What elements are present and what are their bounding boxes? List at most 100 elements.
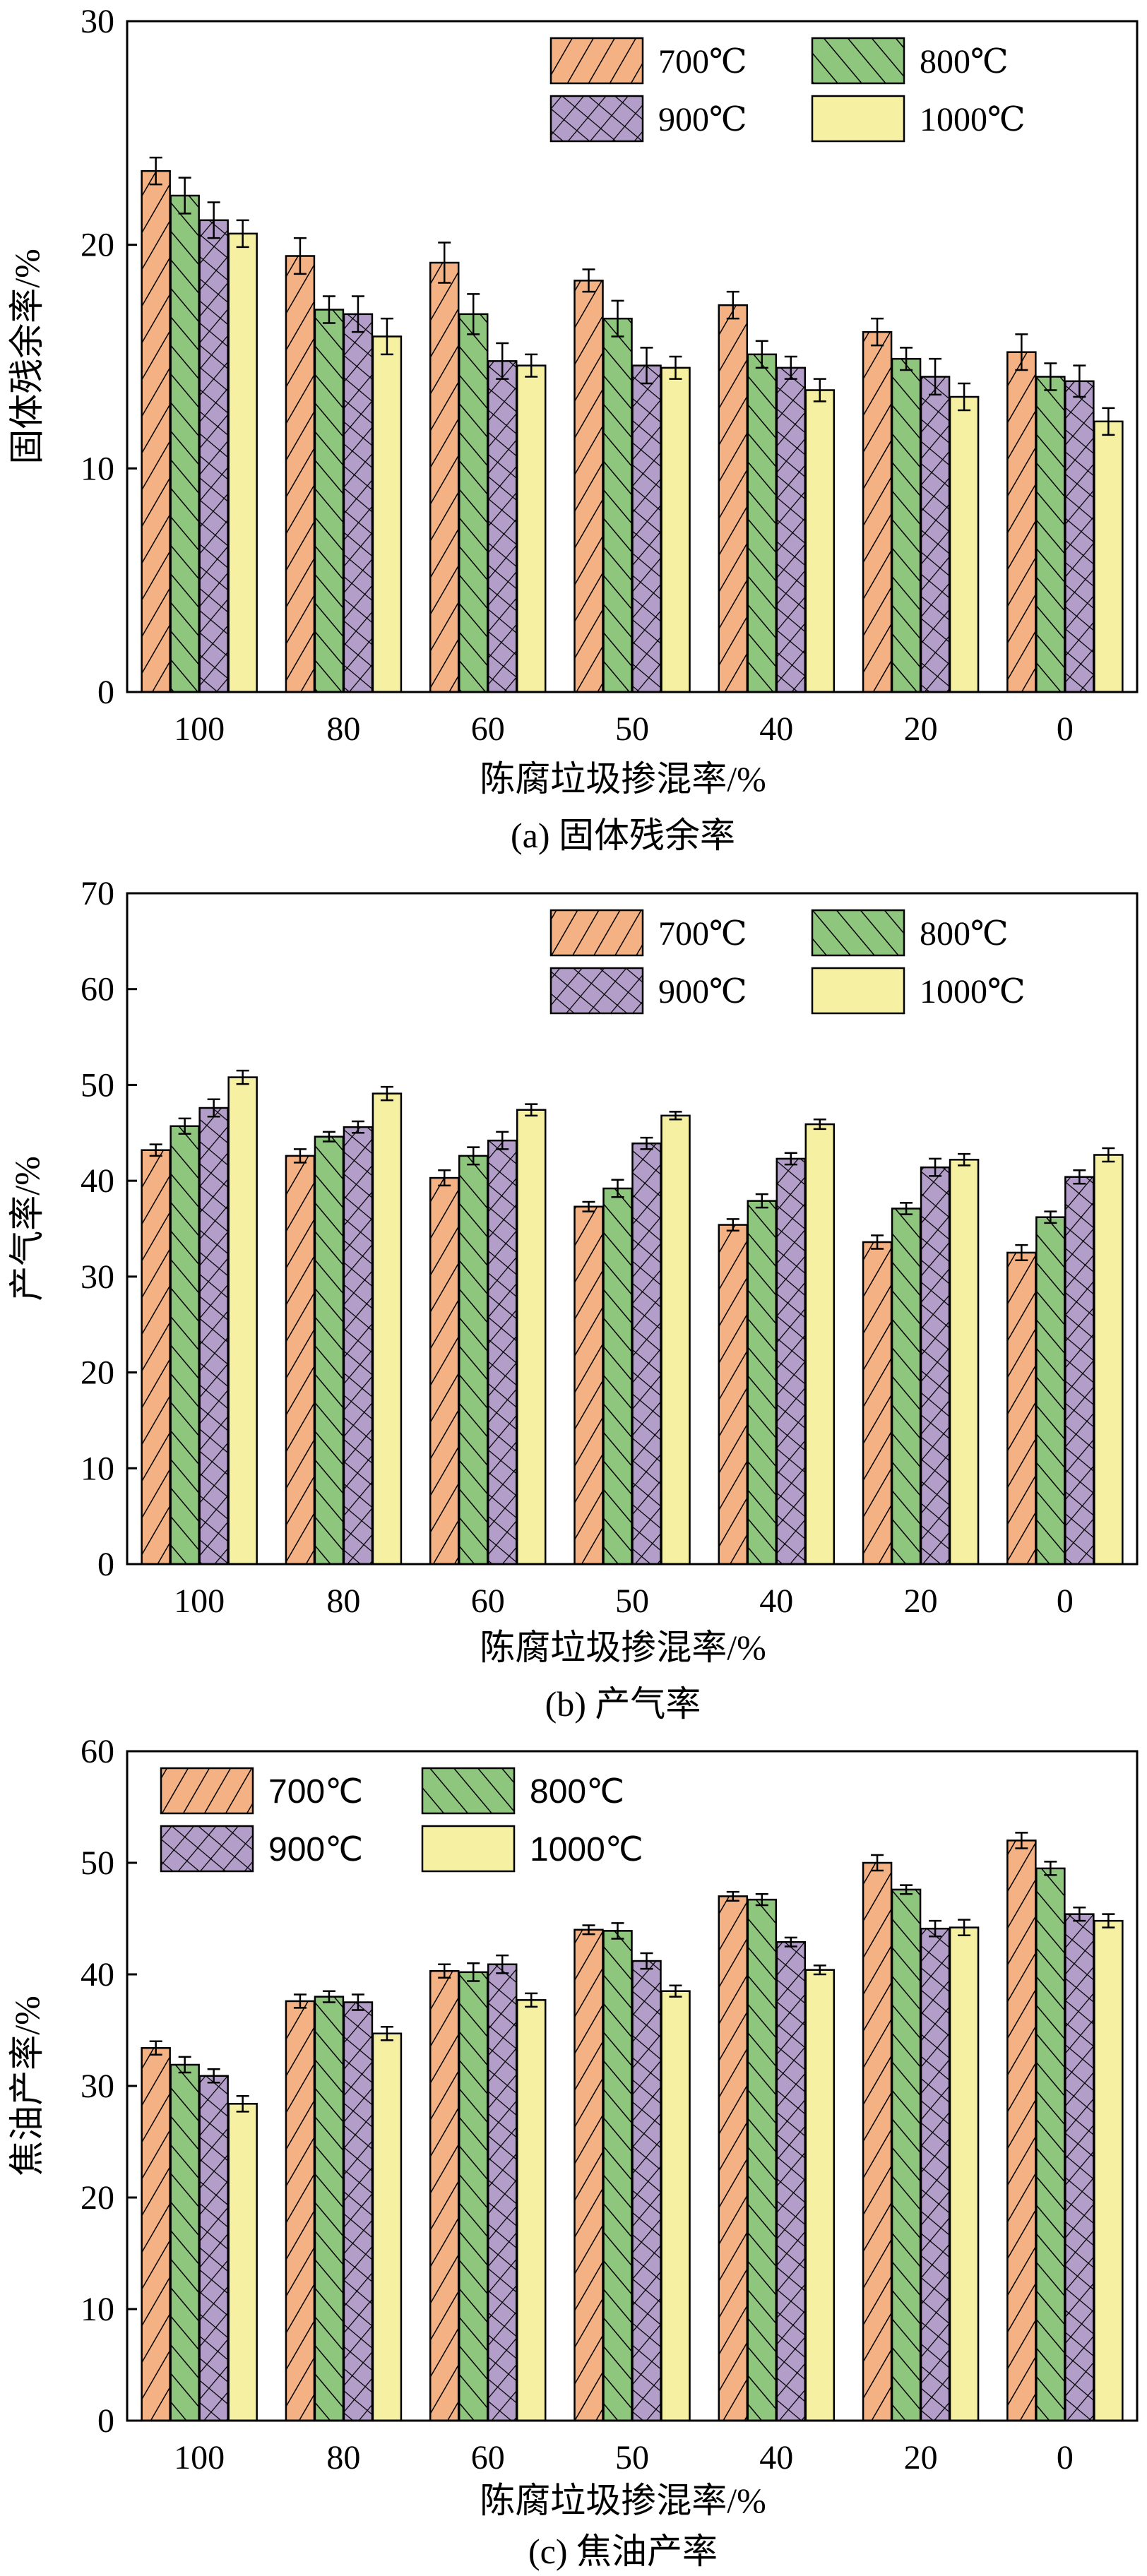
panel-c-error-bar-800c-60 [467, 1962, 480, 1982]
panel-b-y-tick-label: 70 [81, 875, 114, 912]
panel-a-error-bar-1000c-60 [525, 353, 538, 378]
panel-b-bar-1000c-0 [1093, 1154, 1124, 1566]
panel-b-error-bar-800c-20 [900, 1202, 913, 1215]
panel-b-legend-swatch-800c [811, 909, 905, 957]
panel-c-bar-800c-20 [891, 1888, 922, 2422]
panel-a-bar-1000c-50 [660, 366, 691, 693]
panel-c-bar-700c-50 [574, 1928, 604, 2422]
panel-a-x-tick-label: 100 [174, 710, 225, 748]
panel-c-bar-900c-80 [343, 2001, 374, 2422]
panel-c-legend-label-1000c: 1000℃ [530, 1831, 643, 1868]
panel-b-y-tick-label: 0 [97, 1546, 114, 1583]
panel-a-bar-700c-100 [141, 169, 171, 693]
panel-a-bar-1000c-0 [1093, 420, 1124, 693]
panel-c-error-bar-1000c-60 [525, 1992, 538, 2008]
panel-c-y-tick-label: 10 [81, 2291, 114, 2328]
panel-b-x-tick-label: 50 [615, 1582, 649, 1620]
panel-c-bar-1000c-80 [372, 2032, 403, 2422]
panel-c-x-tick-label: 80 [326, 2439, 360, 2476]
panel-a-legend-label-700c: 700℃ [658, 43, 747, 80]
panel-b-error-bar-800c-100 [178, 1117, 191, 1135]
panel-a-error-bar-700c-80 [293, 237, 307, 275]
panel-a-bar-800c-0 [1035, 376, 1066, 693]
panel-a-bar-800c-100 [170, 194, 200, 693]
panel-c-legend-label-700c: 700℃ [268, 1773, 363, 1811]
panel-b-bar-900c-60 [487, 1139, 518, 1566]
panel-b-legend-item-900c: 900℃ [549, 967, 747, 1015]
panel-c-error-bar-900c-50 [640, 1952, 653, 1970]
panel-b-legend-label-1000c: 1000℃ [920, 973, 1026, 1010]
panel-a-y-axis-title: 固体残余率/% [7, 249, 47, 465]
panel-a-plot: 0 10 20 30 100 80 60 50 40 20 0 [81, 3, 1139, 748]
panel-b-bar-900c-40 [775, 1157, 807, 1566]
panel-b-bar-700c-50 [574, 1205, 604, 1566]
panel-b-plot: 0 10 20 30 40 50 60 70 100 80 60 50 40 20 0 [81, 875, 1139, 1620]
panel-a-bar-900c-100 [198, 219, 229, 693]
panel-c-error-bar-800c-100 [178, 2056, 191, 2074]
panel-c-caption: (c) 焦油产率 [528, 2532, 718, 2571]
panel-a-error-bar-700c-0 [1015, 333, 1028, 371]
panel-a-x-tick-label: 60 [471, 710, 505, 748]
panel-b-bar-800c-50 [602, 1187, 633, 1566]
panel-b-y-tick-label: 40 [81, 1162, 114, 1200]
panel-c-bar-800c-40 [747, 1898, 778, 2422]
panel-b-y-tick-label: 60 [81, 971, 114, 1008]
panel-a-y-tick-label: 20 [81, 227, 114, 264]
panel-a-bar-700c-80 [285, 255, 316, 693]
panel-b-x-tick-label: 100 [174, 1582, 225, 1620]
panel-a-error-bar-1000c-50 [669, 355, 682, 380]
panel-a-legend-swatch-700c [549, 37, 644, 85]
panel-a-legend: 700℃ 800℃ 900℃ 1000℃ [549, 37, 1026, 143]
panel-b-error-bar-1000c-50 [669, 1111, 682, 1121]
panel-b-bar-700c-40 [718, 1224, 749, 1566]
panel-c-bar-700c-80 [285, 2000, 316, 2422]
panel-a-y-tick-label: 10 [81, 450, 114, 487]
panel-c-x-tick-label: 100 [174, 2439, 225, 2476]
panel-c-error-bar-700c-100 [149, 2040, 162, 2056]
panel-b-bar-1000c-100 [227, 1076, 258, 1566]
panel-a-x-axis-title: 陈腐垃圾掺混率/% [480, 759, 766, 799]
panel-b-x-tick-label: 40 [759, 1582, 793, 1620]
panel-c-legend-label-900c: 900℃ [268, 1831, 363, 1868]
panel-a-x-tick-label: 50 [615, 710, 649, 748]
panel-a-bar-900c-60 [487, 360, 518, 693]
panel-b-error-bar-1000c-0 [1102, 1147, 1115, 1163]
panel-a-legend-item-800c: 800℃ [811, 37, 1009, 85]
panel-c-y-tick-label: 40 [81, 1956, 114, 1993]
panel-a-error-bar-900c-50 [640, 347, 653, 385]
panel-b-bar-700c-60 [429, 1176, 460, 1566]
panel-c-bar-800c-60 [458, 1971, 489, 2422]
panel-a-error-bar-800c-50 [611, 299, 624, 338]
panel-a-error-bar-1000c-80 [380, 317, 393, 356]
panel-c-error-bar-900c-100 [207, 2068, 220, 2084]
panel-a-bar-1000c-100 [227, 232, 258, 693]
panel-c-error-bar-1000c-80 [380, 2026, 393, 2041]
panel-c-bar-700c-20 [862, 1861, 893, 2422]
panel-c-bar-900c-50 [631, 1960, 662, 2422]
panel-a-error-bar-800c-80 [322, 295, 335, 324]
panel-c-legend-swatch-800c [421, 1767, 516, 1815]
panel-a-error-bar-900c-0 [1073, 364, 1086, 398]
panel-a-bar-900c-50 [631, 364, 662, 693]
panel-a-bar-900c-80 [343, 313, 374, 693]
panel-a-bar-800c-50 [602, 317, 633, 693]
panel-a-error-bar-1000c-100 [236, 219, 249, 249]
panel-a-y-tick-label: 30 [81, 3, 114, 40]
panel-c-bar-900c-0 [1064, 1913, 1095, 2422]
panel-a-bar-1000c-20 [949, 395, 980, 693]
panel-c: 0 10 20 30 40 50 60 100 80 60 50 40 20 0 700℃ 800℃ 900℃… [7, 1733, 1139, 2571]
panel-c-legend: 700℃ 800℃ 900℃ 1000℃ [160, 1767, 643, 1873]
panel-b-caption: (b) 产气率 [545, 1684, 701, 1724]
panel-a-x-tick-label: 40 [759, 710, 793, 748]
panel-c-error-bar-700c-40 [726, 1890, 739, 1902]
panel-a-error-bar-800c-100 [178, 177, 191, 215]
panel-a-bar-1000c-60 [516, 364, 547, 693]
panel-a-error-bar-700c-40 [726, 290, 739, 320]
panel-c-y-tick-label: 50 [81, 1844, 114, 1882]
panel-a-bar-700c-0 [1006, 351, 1037, 693]
panel-c-bar-700c-0 [1006, 1839, 1037, 2422]
panel-c-error-bar-800c-40 [755, 1892, 768, 1907]
panel-b-legend-item-800c: 800℃ [811, 909, 1009, 957]
panel-c-error-bar-900c-40 [784, 1936, 797, 1948]
panel-a-bar-700c-60 [429, 261, 460, 693]
